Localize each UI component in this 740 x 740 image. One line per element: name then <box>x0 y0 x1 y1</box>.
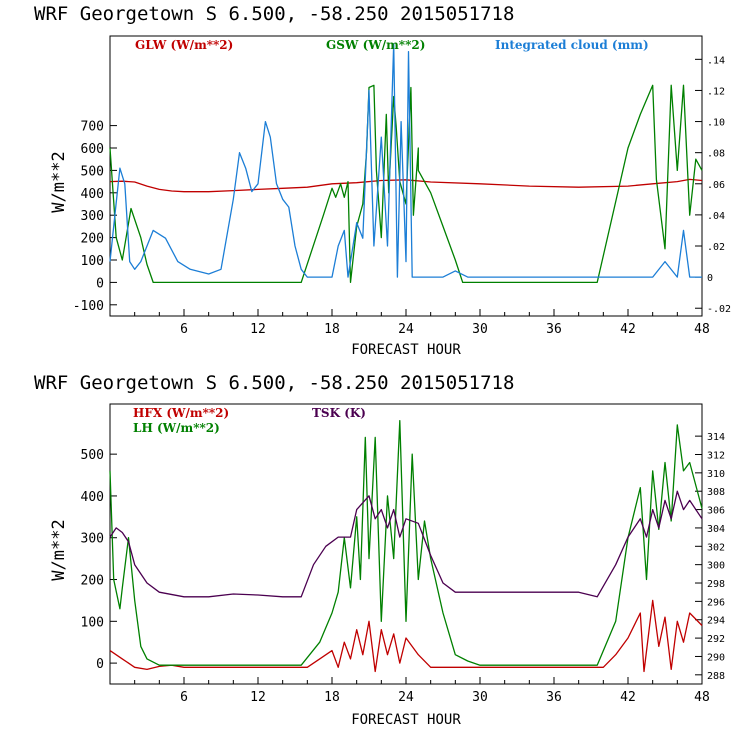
chart-2-legend-hfx: HFX (W/m**2) <box>133 406 229 420</box>
chart-2-x-tick-label: 18 <box>324 690 340 705</box>
chart-1-y2-tick-label: .04 <box>707 211 725 222</box>
chart-2-y-tick-label: 0 <box>96 657 104 672</box>
chart-2-plot-frame <box>109 403 703 685</box>
chart-1-y-axis-label: W/m**2 <box>49 151 69 212</box>
chart-1-y2-tick-label: .12 <box>707 86 725 97</box>
chart-2-y2-tick-label: 304 <box>707 524 725 535</box>
chart-2-x-axis-label: FORECAST HOUR <box>351 712 461 728</box>
chart-2-y2-tick-label: 288 <box>707 671 725 682</box>
chart-2-y2-tick-label: 298 <box>707 579 725 590</box>
chart-2-x-tick-label: 48 <box>694 690 710 705</box>
chart-2-y2-tick-label: 314 <box>707 432 725 443</box>
chart-1-y-tick-label: 100 <box>81 254 104 269</box>
chart-2-series-lh-line <box>109 420 703 666</box>
chart-2-y2-tick-label: 308 <box>707 487 725 498</box>
chart-1-y-tick-label: 700 <box>81 120 104 135</box>
chart-1-y2-tick-label: 0 <box>707 273 713 284</box>
chart-2-y-tick-label: 200 <box>81 574 104 589</box>
chart-2-legend-lh: LH (W/m**2) <box>133 421 220 435</box>
chart-1-x-tick-label: 36 <box>546 322 562 337</box>
chart-1-x-axis-label: FORECAST HOUR <box>351 342 461 358</box>
chart-1-x-tick-label: 30 <box>472 322 488 337</box>
chart-2-x-tick-label: 24 <box>398 690 414 705</box>
chart-2-y2-tick-label: 296 <box>707 597 725 608</box>
chart-2-y-tick-label: 300 <box>81 532 104 547</box>
chart-1-y2-tick-label: .08 <box>707 149 725 160</box>
chart-1-x-tick-label: 24 <box>398 322 414 337</box>
chart-2-title: WRF Georgetown S 6.500, -58.250 20150517… <box>34 372 514 394</box>
chart-2-x-tick-label: 6 <box>180 690 188 705</box>
chart-2-y-axis-label: W/m**2 <box>49 519 69 580</box>
chart-2-y-tick-label: 500 <box>81 448 104 463</box>
chart-1-x-tick-label: 6 <box>180 322 188 337</box>
chart-2-y-tick-label: 400 <box>81 490 104 505</box>
chart-1-x-tick-label: 18 <box>324 322 340 337</box>
chart-2-y2-tick-label: 292 <box>707 634 725 645</box>
chart-1-x-tick-label: 12 <box>250 322 266 337</box>
chart-2-series-hfx-line <box>109 599 703 673</box>
chart-2-legend-tsk: TSK (K) <box>312 406 366 420</box>
chart-1-x-tick-label: 42 <box>620 322 636 337</box>
chart-1-y-tick-label: -100 <box>73 299 104 314</box>
chart-2-x-tick-label: 36 <box>546 690 562 705</box>
chart-2-y-tick-label: 100 <box>81 615 104 630</box>
chart-1-legend-gsw: GSW (W/m**2) <box>326 38 425 52</box>
chart-1-y2-tick-label: .14 <box>707 55 725 66</box>
chart-1-legend-cloud: Integrated cloud (mm) <box>495 38 649 52</box>
chart-1-y2-tick-label: .06 <box>707 180 725 191</box>
chart-1-series-integrated-line <box>109 43 702 278</box>
chart-1-series-glw-line <box>109 178 703 193</box>
chart-1-y-tick-label: 500 <box>81 164 104 179</box>
chart-2-x-tick-label: 30 <box>472 690 488 705</box>
chart-1-y2-tick-label: .02 <box>707 242 725 253</box>
chart-1-y-tick-label: 200 <box>81 232 104 247</box>
chart-2-y2-tick-label: 312 <box>707 450 725 461</box>
chart-1-plot-frame <box>109 35 703 317</box>
chart-2-y2-tick-label: 300 <box>707 561 725 572</box>
chart-2-x-tick-label: 42 <box>620 690 636 705</box>
chart-2-x-tick-label: 12 <box>250 690 266 705</box>
chart-2-y2-tick-label: 302 <box>707 542 725 553</box>
chart-2-series-tsk-line <box>109 490 703 598</box>
chart-1-y-tick-label: 300 <box>81 209 104 224</box>
chart-2-y2-tick-label: 294 <box>707 616 725 627</box>
chart-2-y2-tick-label: 290 <box>707 652 725 663</box>
chart-1-y2-tick-label: -.02 <box>707 304 731 315</box>
chart-1-x-tick-label: 48 <box>694 322 710 337</box>
chart-1-title: WRF Georgetown S 6.500, -58.250 20150517… <box>34 3 514 25</box>
chart-1-y-tick-label: 0 <box>96 276 104 291</box>
chart-1-y2-tick-label: .10 <box>707 118 725 129</box>
chart-1-legend-glw: GLW (W/m**2) <box>135 38 233 52</box>
chart-2-y2-tick-label: 310 <box>707 469 725 480</box>
chart-1-y-tick-label: 400 <box>81 187 104 202</box>
chart-1-y-tick-label: 600 <box>81 142 104 157</box>
chart-2-y2-tick-label: 306 <box>707 506 725 517</box>
